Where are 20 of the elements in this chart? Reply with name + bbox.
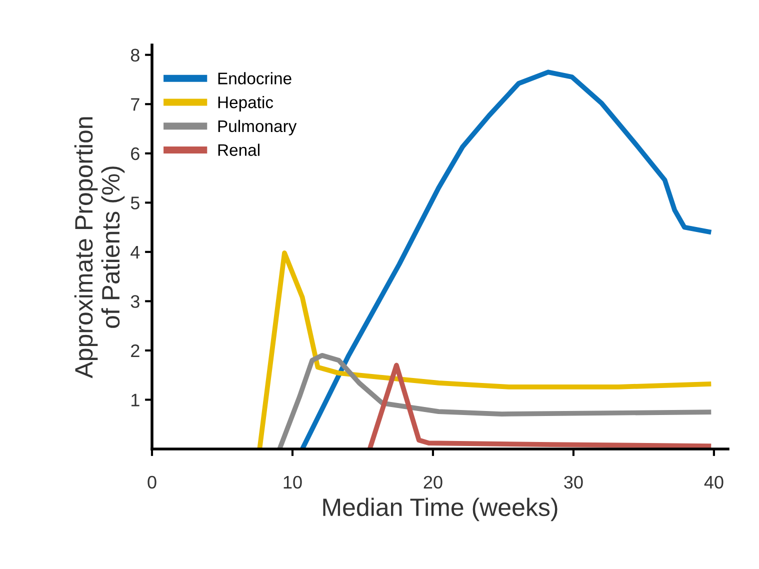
y-axis-title: Approximate Proportion of Patients (%): [74, 117, 125, 378]
y-tick-label: 1: [132, 394, 140, 406]
line-series: [300, 70, 714, 449]
y-tick-label: 5: [130, 196, 140, 210]
x-tick-label: 10: [284, 476, 302, 489]
y-tick-label: 2: [131, 344, 140, 358]
y-tick-label: 3: [130, 295, 140, 308]
y-tick-label: 4: [130, 246, 140, 258]
y-tick-label: 7: [131, 98, 140, 111]
x-axis-title: Median Time (weeks): [323, 498, 558, 522]
x-tick-label: 30: [564, 476, 583, 489]
x-tick-label: 0: [148, 476, 156, 489]
legend-label: Pulmonary: [218, 120, 297, 136]
legend-label: Endocrine: [218, 72, 292, 84]
y-tick-label: 8: [130, 48, 140, 62]
x-tick-label: 20: [424, 476, 442, 489]
legend-label: Renal: [218, 144, 260, 156]
x-tick-label: 40: [704, 476, 724, 489]
legend-label: Hepatic: [218, 96, 274, 112]
y-tick-label: 6: [131, 147, 140, 160]
